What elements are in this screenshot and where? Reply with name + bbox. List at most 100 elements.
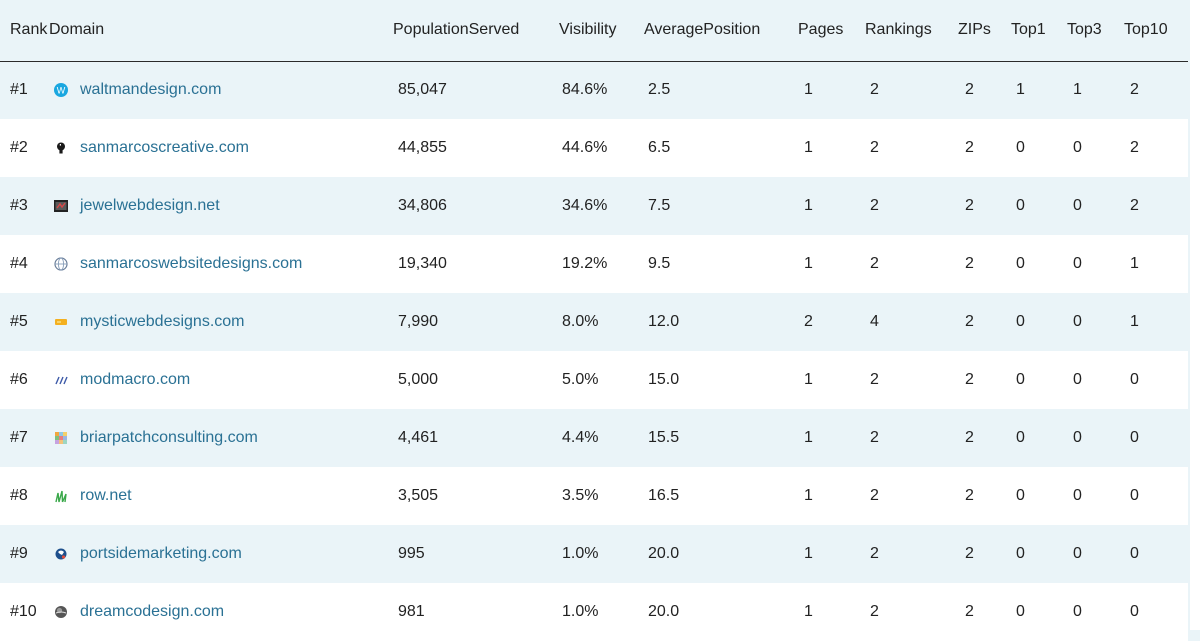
population-cell: 85,047	[398, 81, 447, 99]
top3-cell: 0	[1073, 255, 1082, 272]
w-circle-icon: W	[54, 83, 68, 98]
domain-cell-content: sanmarcoscreative.com	[49, 139, 393, 157]
header-average-position[interactable]: AveragePosition	[644, 0, 798, 62]
page-right-edge	[1190, 0, 1200, 630]
domain-cell-content: briarpatchconsulting.com	[49, 429, 393, 447]
visibility-cell: 84.6%	[562, 81, 608, 99]
header-zips[interactable]: ZIPs	[958, 0, 1011, 62]
header-domain[interactable]: Domain	[49, 0, 393, 62]
header-rankings[interactable]: Rankings	[865, 0, 958, 62]
top3-cell: 0	[1073, 603, 1082, 620]
zips-cell: 2	[965, 371, 974, 388]
domain-link[interactable]: mysticwebdesigns.com	[80, 313, 245, 330]
pages-cell: 1	[804, 371, 813, 388]
population-cell: 44,855	[398, 139, 447, 156]
population-cell: 4,461	[398, 429, 439, 446]
header-top3[interactable]: Top3	[1067, 0, 1124, 62]
top3-cell: 0	[1073, 313, 1082, 330]
header-top1[interactable]: Top1	[1011, 0, 1067, 62]
top10-cell: 1	[1130, 313, 1139, 330]
header-pages[interactable]: Pages	[798, 0, 865, 62]
top10-cell: 0	[1130, 371, 1139, 388]
domain-cell-content: modmacro.com	[49, 371, 393, 389]
avgpos-cell: 15.0	[648, 371, 680, 388]
visibility-cell: 19.2%	[562, 255, 608, 272]
rankings-cell: 2	[870, 429, 879, 446]
domain-link[interactable]: jewelwebdesign.net	[80, 197, 220, 214]
population-cell: 19,340	[398, 255, 447, 272]
avgpos-cell: 12.0	[648, 313, 680, 330]
domain-cell: sanmarcoswebsitedesigns.com	[49, 235, 393, 293]
pages-cell: 1	[804, 545, 813, 562]
population-cell: 995	[398, 545, 425, 562]
top3-cell: 0	[1073, 371, 1082, 388]
zips-cell: 2	[965, 139, 974, 156]
domain-link[interactable]: briarpatchconsulting.com	[80, 429, 258, 446]
top10-cell: 0	[1130, 429, 1139, 446]
domain-link[interactable]: sanmarcoscreative.com	[80, 139, 249, 156]
domain-cell: portsidemarketing.com	[49, 525, 393, 583]
top10-cell: 0	[1130, 545, 1139, 562]
visibility-cell: 5.0%	[562, 371, 599, 388]
rank-cell: #2	[10, 139, 28, 156]
visibility-cell: 1.0%	[562, 603, 599, 620]
top10-cell: 0	[1130, 487, 1139, 504]
avgpos-cell: 7.5	[648, 197, 671, 214]
pages-cell: 1	[804, 255, 813, 272]
domain-link[interactable]: sanmarcoswebsitedesigns.com	[80, 255, 303, 272]
population-cell: 7,990	[398, 313, 439, 330]
domain-link[interactable]: dreamcodesign.com	[80, 603, 225, 620]
top1-cell: 0	[1016, 313, 1025, 330]
avgpos-cell: 15.5	[648, 429, 680, 446]
header-population-served[interactable]: PopulationServed	[393, 0, 559, 62]
rankings-cell: 2	[870, 545, 879, 562]
table-header-row: Rank Domain PopulationServed Visibility …	[0, 0, 1188, 62]
domain-link[interactable]: waltmandesign.com	[80, 81, 222, 99]
domain-cell: dreamcodesign.com	[49, 583, 393, 641]
domain-link[interactable]: modmacro.com	[80, 371, 191, 388]
table-row: #9 portsidemarketing.com 995 1.0% 20.0 1 2 2 0 0 0	[0, 525, 1188, 583]
mystic-logo-icon	[54, 315, 68, 329]
top1-cell: 0	[1016, 197, 1025, 214]
rank-cell: #6	[10, 371, 28, 388]
jewel-logo-icon	[54, 199, 68, 213]
domain-cell-content: portsidemarketing.com	[49, 545, 393, 563]
globe-icon	[54, 257, 68, 271]
table-row: #4 sanmarcoswebsitedesigns.com 19,340 19.2%…	[0, 235, 1188, 293]
header-rank[interactable]: Rank	[0, 0, 49, 62]
avgpos-cell: 2.5	[648, 81, 671, 99]
rankings-cell: 2	[870, 371, 879, 388]
domain-cell: briarpatchconsulting.com	[49, 409, 393, 467]
domain-cell-content: row.net	[49, 487, 393, 505]
population-cell: 34,806	[398, 197, 447, 214]
visibility-cell: 44.6%	[562, 139, 608, 156]
domain-link[interactable]: row.net	[80, 487, 132, 504]
grid-icon	[54, 431, 68, 445]
rank-cell: #4	[10, 255, 28, 272]
header-top10[interactable]: Top10	[1124, 0, 1188, 62]
sphere-icon	[54, 605, 68, 619]
visibility-cell: 4.4%	[562, 429, 599, 446]
rank-cell: #3	[10, 197, 28, 214]
pages-cell: 1	[804, 197, 813, 214]
avgpos-cell: 16.5	[648, 487, 680, 504]
pages-cell: 1	[804, 487, 813, 504]
avgpos-cell: 9.5	[648, 255, 671, 272]
pages-cell: 2	[804, 313, 813, 330]
zips-cell: 2	[965, 545, 974, 562]
zips-cell: 2	[965, 197, 974, 214]
domain-cell: sanmarcoscreative.com	[49, 119, 393, 177]
top1-cell: 0	[1016, 429, 1025, 446]
rank-cell: #1	[10, 81, 28, 99]
visibility-cell: 8.0%	[562, 313, 599, 330]
domain-link[interactable]: portsidemarketing.com	[80, 545, 242, 562]
domain-cell-content: jewelwebdesign.net	[49, 197, 393, 215]
rankings-cell: 2	[870, 139, 879, 156]
domain-cell-content: mysticwebdesigns.com	[49, 313, 393, 331]
header-visibility[interactable]: Visibility	[559, 0, 644, 62]
table-row: #5 mysticwebdesigns.com 7,990 8.0% 12.0 2 4 2 0 0…	[0, 293, 1188, 351]
domain-cell: row.net	[49, 467, 393, 525]
